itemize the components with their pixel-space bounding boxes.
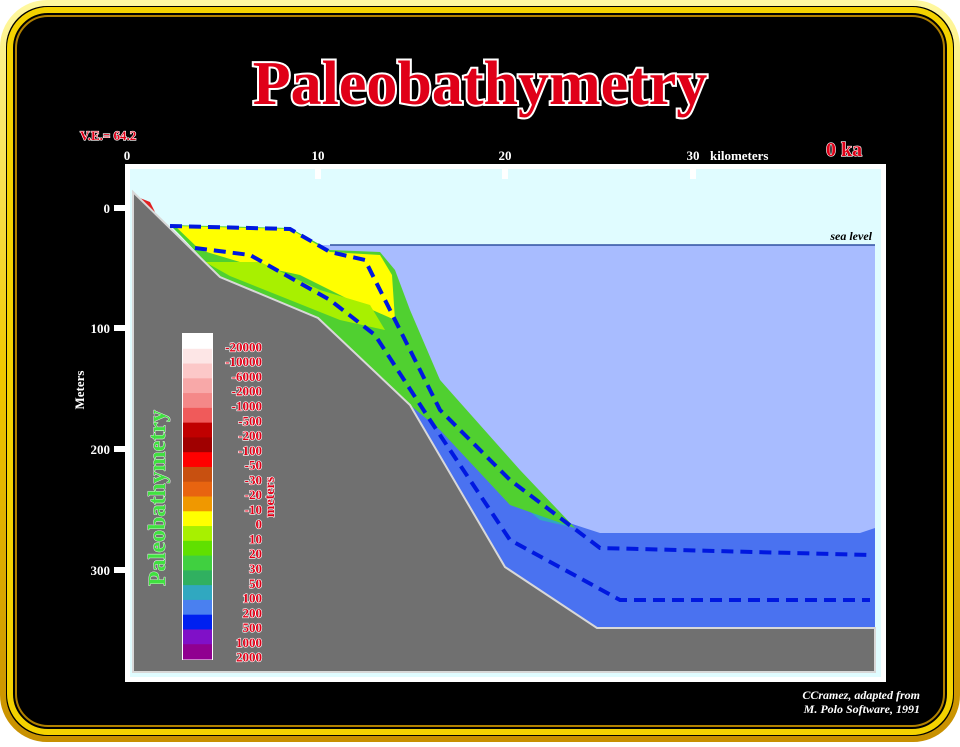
legend-swatch (183, 585, 212, 601)
x-tick (690, 169, 696, 179)
title: Paleobathymetry (253, 50, 708, 118)
sea-level-label: sea level (829, 229, 872, 243)
legend-swatch (183, 466, 212, 483)
legend-swatch (183, 644, 212, 660)
legend-label: -6000 (232, 369, 262, 384)
legend-label: -200 (238, 428, 262, 443)
legend-swatch (183, 363, 212, 379)
legend-label: 500 (243, 620, 263, 635)
legend-label: 10 (249, 531, 262, 546)
legend-label: 20 (249, 546, 262, 561)
basement (132, 189, 876, 673)
legend-label: -50 (245, 458, 262, 473)
legend-swatch (183, 614, 212, 630)
legend-label: -2000 (232, 384, 262, 399)
age-label: 0 ka (826, 139, 862, 161)
legend-label: 1000 (236, 635, 262, 650)
legend-label: 2000 (236, 650, 262, 665)
x-tick-label: 30 (687, 148, 700, 163)
legend-label: 30 (249, 561, 262, 576)
legend-swatch (183, 629, 212, 645)
legend-title: Paleobathymetry (145, 410, 171, 586)
legend-label: -10 (245, 502, 262, 517)
legend-label: 100 (243, 591, 263, 606)
legend-swatch (183, 422, 212, 438)
legend-label: 50 (249, 576, 262, 591)
legend-label: -100 (238, 443, 262, 458)
legend-unit: meters (263, 476, 278, 517)
x-tick (502, 169, 508, 179)
legend-swatch (183, 437, 212, 453)
y-axis-label: Meters (72, 371, 87, 410)
deep-sediment (410, 390, 875, 628)
legend-swatch (183, 481, 212, 497)
credit-line: CCramez, adapted from (802, 688, 920, 702)
vertical-exaggeration: V.E.= 64.2 (80, 128, 136, 143)
y-tick (114, 205, 125, 211)
legend-label: -20000 (225, 339, 262, 354)
shelf-mid-sediment (205, 262, 385, 330)
legend-label: 200 (243, 605, 263, 620)
legend-swatch (183, 496, 212, 512)
legend-swatch (183, 570, 212, 586)
legend-label: 0 (256, 517, 263, 532)
legend-label: -1000 (232, 398, 262, 413)
y-tick (114, 446, 125, 452)
shelf-sediment (170, 225, 575, 528)
y-tick-label: 0 (104, 201, 111, 216)
y-tick-label: 200 (91, 442, 111, 457)
horizon-lower (194, 246, 870, 602)
legend-label: -10000 (225, 354, 262, 369)
legend-swatch (183, 511, 212, 527)
legend-swatch (183, 407, 212, 424)
frame-inner (7, 7, 953, 735)
shelf-top-sediment (175, 226, 395, 320)
x-tick-label: 0 (124, 148, 131, 163)
legend-swatch (183, 348, 212, 365)
legend-swatch (183, 555, 212, 571)
legend-label: -20 (245, 487, 262, 502)
legend-swatch (183, 334, 212, 350)
legend-label: -500 (238, 413, 262, 428)
x-tick-label: 10 (312, 148, 325, 163)
x-tick (315, 169, 321, 179)
horizon-upper (169, 224, 871, 557)
legend-swatch (183, 378, 212, 394)
legend: -20000-10000-6000-2000-1000-500-200-100-… (182, 333, 263, 665)
legend-label: -30 (245, 472, 262, 487)
x-axis-unit: kilometers (710, 148, 768, 163)
y-tick (114, 325, 125, 331)
y-tick (114, 567, 125, 573)
credit-line: M. Polo Software, 1991 (803, 702, 920, 716)
y-tick-label: 100 (91, 321, 111, 336)
legend-swatch (183, 452, 212, 468)
legend-swatch (183, 526, 212, 542)
legend-swatch (183, 393, 212, 409)
y-tick-label: 300 (91, 563, 111, 578)
legend-swatch (183, 599, 212, 616)
x-tick-label: 20 (499, 148, 512, 163)
legend-swatch (183, 540, 212, 557)
